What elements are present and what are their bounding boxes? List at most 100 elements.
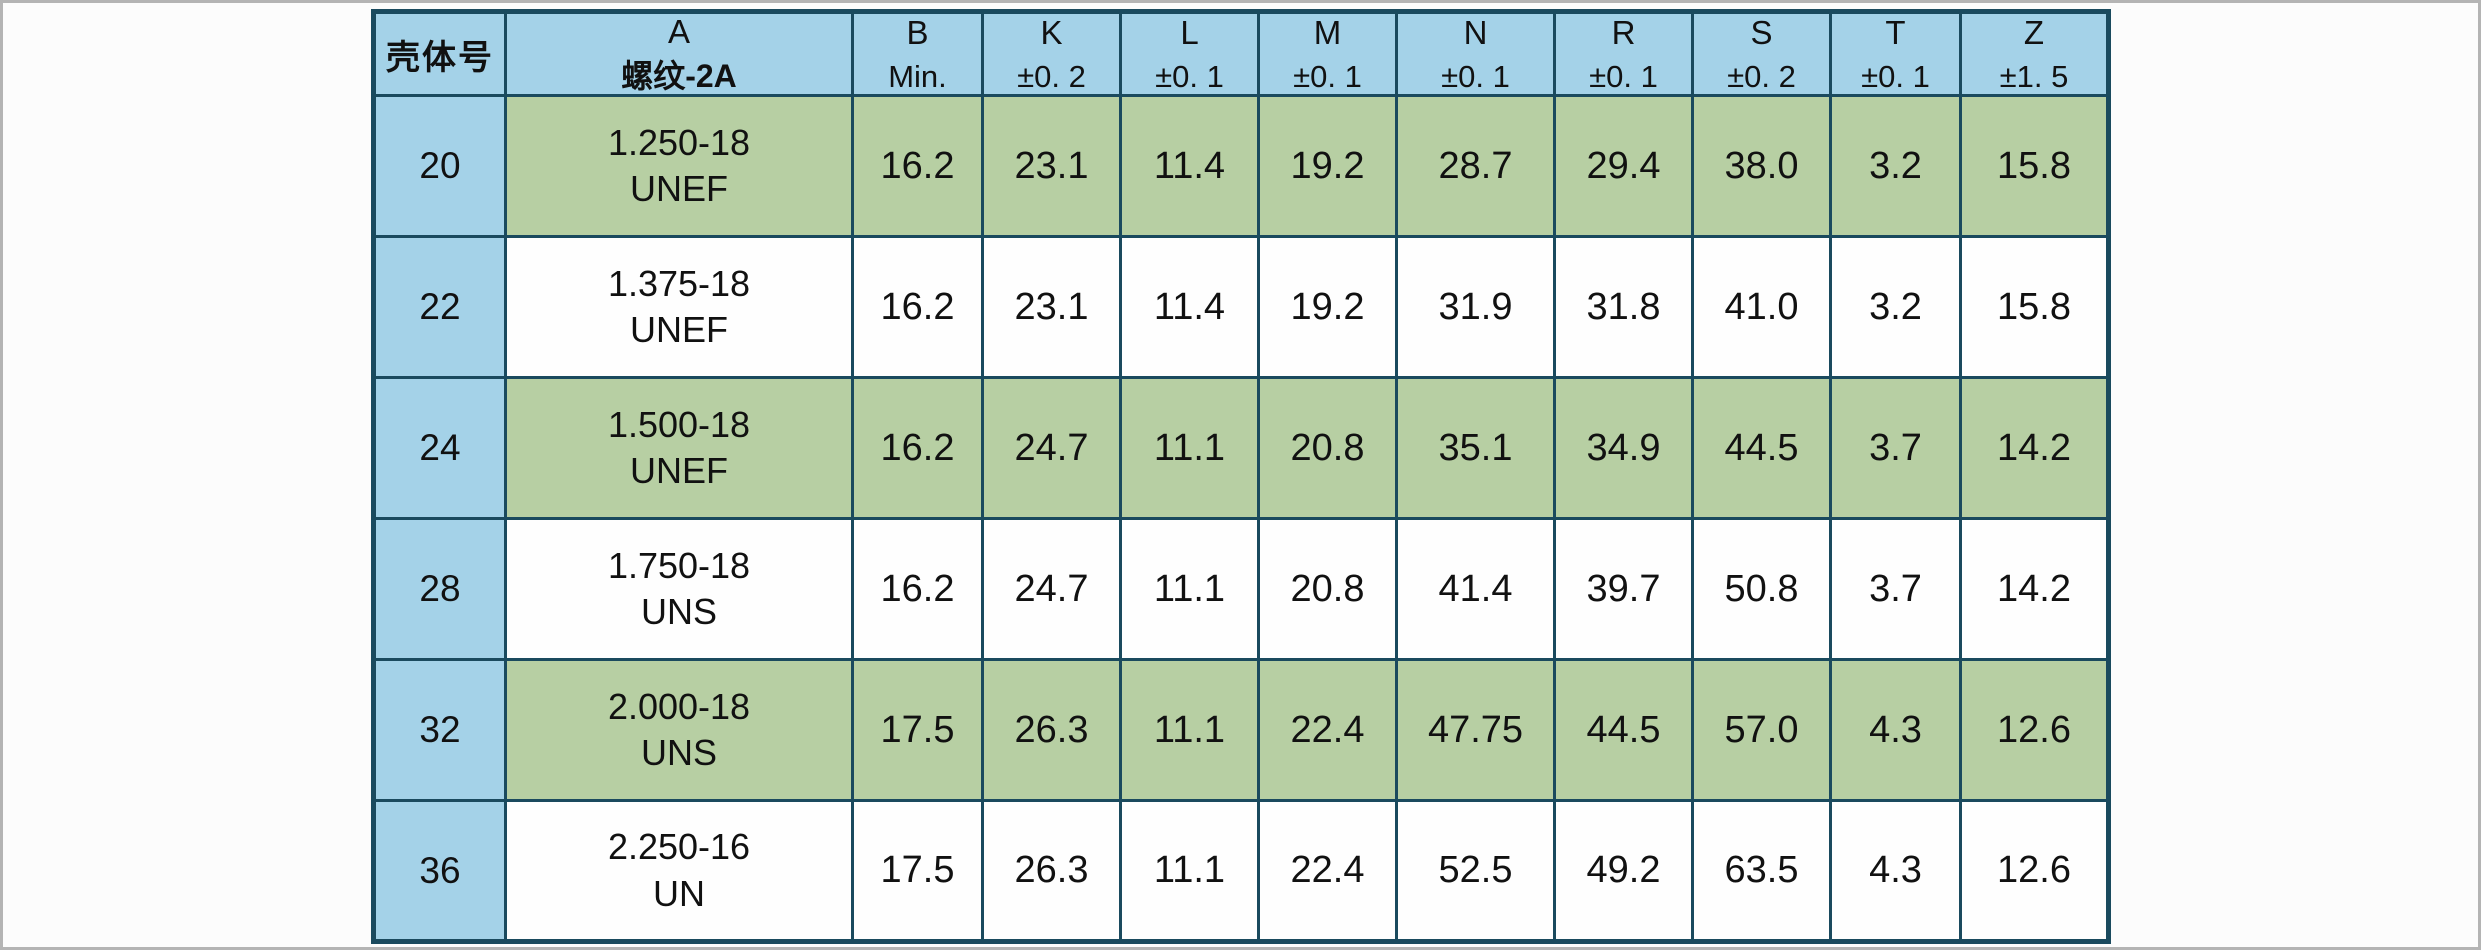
cell-value: 19.2: [1290, 144, 1365, 187]
cell-value: 3.7: [1869, 567, 1922, 610]
cell-R: 31.8: [1553, 235, 1694, 380]
cell-value: 11.1: [1153, 426, 1226, 469]
cell-K: 26.3: [981, 799, 1122, 944]
cell-K: 23.1: [981, 94, 1122, 239]
cell-B: 17.5: [851, 799, 984, 944]
cell-shell: 36: [372, 799, 507, 944]
cell-value: 23.1: [1014, 285, 1089, 328]
cell-L: 11.1: [1119, 517, 1260, 662]
header-letter: Z: [2023, 13, 2045, 51]
cell-R: 34.9: [1553, 376, 1694, 521]
cell-M: 20.8: [1257, 517, 1398, 662]
cell-Z: 14.2: [1959, 517, 2110, 662]
cell-value: 34.9: [1586, 426, 1661, 469]
cell-value: 24.7: [1014, 567, 1089, 610]
cell-value: 44.5: [1586, 708, 1661, 751]
cell-R: 29.4: [1553, 94, 1694, 239]
cell-thread: 2.250-16 UN: [504, 799, 854, 944]
cell-R: 39.7: [1553, 517, 1694, 662]
cell-value: 12.6: [1997, 849, 2071, 892]
cell-value: 41.0: [1724, 285, 1799, 328]
cell-value: 3.2: [1869, 285, 1922, 328]
cell-thread: 1.750-18 UNS: [504, 517, 854, 662]
cell-value: 52.5: [1438, 849, 1513, 892]
cell-value: 26.3: [1014, 849, 1089, 892]
cell-value: 24.7: [1014, 426, 1089, 469]
thread-size: 2.250-16: [607, 826, 751, 868]
header-cell-B: B Min.: [851, 9, 984, 98]
thread-series: UNEF: [630, 168, 728, 210]
shell-number: 36: [419, 849, 461, 891]
cell-value: 17.5: [880, 849, 955, 892]
cell-value: 31.9: [1438, 285, 1513, 328]
shell-number: 32: [419, 709, 461, 751]
header-cell-L: L ±0. 1: [1119, 9, 1260, 98]
table-row-shell-24: 24 1.500-18 UNEF 16.2 24.7 11.1 20.8 35.…: [372, 376, 2110, 521]
cell-value: 15.8: [1997, 285, 2071, 328]
cell-shell: 22: [372, 235, 507, 380]
cell-value: 19.2: [1290, 285, 1365, 328]
cell-value: 44.5: [1724, 426, 1799, 469]
cell-S: 63.5: [1691, 799, 1832, 944]
header-tolerance: ±1. 5: [1999, 58, 2069, 94]
header-tolerance: Min.: [888, 58, 947, 94]
cell-K: 23.1: [981, 235, 1122, 380]
header-cell-N: N ±0. 1: [1395, 9, 1556, 98]
cell-shell: 20: [372, 94, 507, 239]
header-cell-A: A 螺纹-2A: [504, 9, 854, 98]
cell-value: 41.4: [1438, 567, 1513, 610]
cell-Z: 15.8: [1959, 235, 2110, 380]
header-tolerance: ±0. 2: [1727, 58, 1796, 94]
table-row-shell-20: 20 1.250-18 UNEF 16.2 23.1 11.4 19.2 28.…: [372, 94, 2110, 239]
cell-value: 11.1: [1153, 567, 1226, 610]
cell-value: 4.3: [1869, 708, 1922, 751]
cell-value: 49.2: [1586, 849, 1661, 892]
cell-value: 29.4: [1586, 144, 1661, 187]
cell-value: 57.0: [1724, 708, 1799, 751]
cell-Z: 12.6: [1959, 658, 2110, 803]
cell-M: 20.8: [1257, 376, 1398, 521]
table-header: 壳体号 A 螺纹-2A B Min. K ±0. 2 L ±0. 1: [372, 9, 2110, 98]
cell-thread: 1.500-18 UNEF: [504, 376, 854, 521]
cell-M: 22.4: [1257, 799, 1398, 944]
thread-size: 1.250-18: [607, 121, 751, 163]
cell-value: 14.2: [1997, 567, 2071, 610]
cell-value: 22.4: [1290, 708, 1365, 751]
header-letter: M: [1313, 13, 1342, 51]
cell-K: 24.7: [981, 376, 1122, 521]
cell-B: 16.2: [851, 517, 984, 662]
cell-value: 39.7: [1586, 567, 1661, 610]
cell-R: 44.5: [1553, 658, 1694, 803]
header-letter: K: [1040, 13, 1063, 51]
table-row-shell-22: 22 1.375-18 UNEF 16.2 23.1 11.4 19.2 31.…: [372, 235, 2110, 380]
header-cell-K: K ±0. 2: [981, 9, 1122, 98]
cell-S: 38.0: [1691, 94, 1832, 239]
cell-B: 16.2: [851, 94, 984, 239]
cell-shell: 32: [372, 658, 507, 803]
cell-B: 16.2: [851, 376, 984, 521]
connector-dimensions-table: 壳体号 A 螺纹-2A B Min. K ±0. 2 L ±0. 1: [371, 9, 2111, 945]
cell-B: 17.5: [851, 658, 984, 803]
header-tolerance: ±0. 1: [1589, 58, 1658, 94]
cell-value: 50.8: [1724, 567, 1799, 610]
cell-Z: 12.6: [1959, 799, 2110, 944]
thread-series: UNS: [640, 591, 717, 633]
thread-size: 1.750-18: [607, 544, 751, 586]
cell-R: 49.2: [1553, 799, 1694, 944]
cell-value: 20.8: [1290, 567, 1365, 610]
cell-value: 16.2: [880, 567, 955, 610]
cell-N: 47.75: [1395, 658, 1556, 803]
thread-series: UNEF: [630, 309, 728, 351]
cell-T: 3.7: [1829, 376, 1962, 521]
cell-L: 11.4: [1119, 235, 1260, 380]
header-shell-label: 壳体号: [386, 38, 494, 77]
header-tolerance: ±0. 1: [1441, 58, 1510, 94]
cell-N: 28.7: [1395, 94, 1556, 239]
cell-value: 12.6: [1997, 708, 2071, 751]
cell-Z: 14.2: [1959, 376, 2110, 521]
cell-value: 14.2: [1997, 426, 2071, 469]
header-letter: L: [1180, 13, 1199, 51]
shell-number: 24: [419, 427, 461, 469]
cell-N: 35.1: [1395, 376, 1556, 521]
